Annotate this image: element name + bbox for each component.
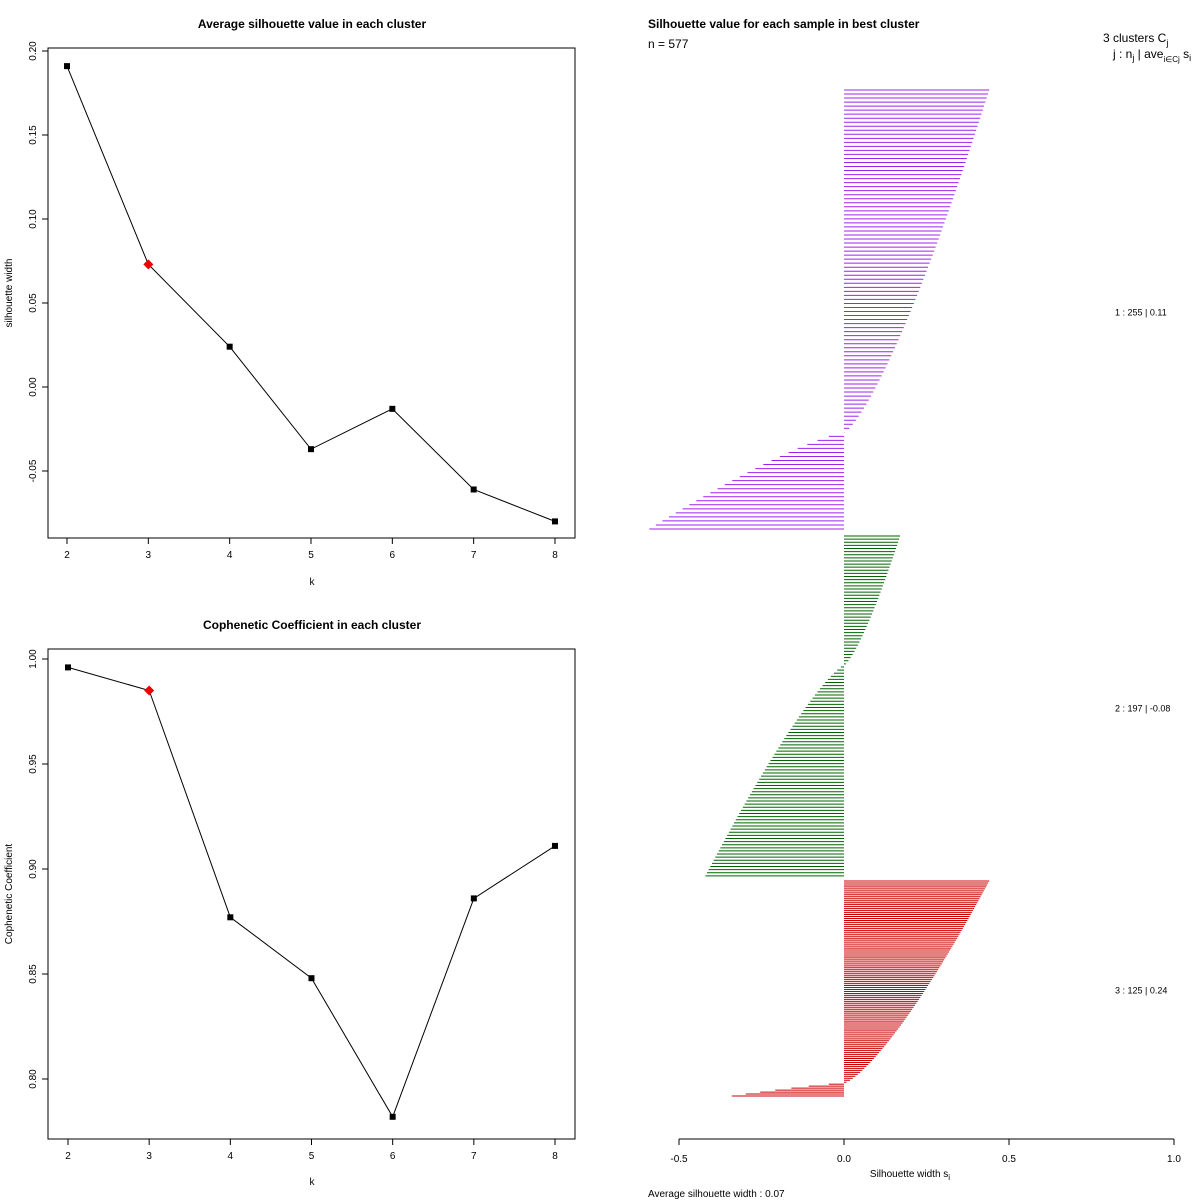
y-tick-label: 0.85 <box>28 964 39 984</box>
legend-subheader-j: j <box>1131 53 1134 63</box>
y-tick-label: 0.95 <box>28 754 39 774</box>
y-tick-label: 0.90 <box>28 859 39 879</box>
avg-silhouette-label: Average silhouette width : 0.07 <box>648 1189 785 1200</box>
x-tick-label: 6 <box>390 1151 396 1162</box>
data-point-highlight <box>144 685 155 696</box>
x-tick-label: 6 <box>390 550 396 561</box>
data-point <box>470 895 477 902</box>
y-tick-label: 0.00 <box>28 377 39 397</box>
data-point <box>227 914 234 921</box>
x-axis-label: k <box>310 1177 316 1188</box>
legend-subheader-text: j : n <box>1112 47 1132 61</box>
panel-cophenetic: Cophenetic Coefficient in each cluster k… <box>4 618 576 1188</box>
x-axis-label-text: Silhouette width s <box>870 1169 948 1180</box>
panel-silhouette-avg: Average silhouette value in each cluster… <box>4 17 576 588</box>
data-point-highlight <box>143 259 154 270</box>
x-tick-label: 5 <box>308 550 314 561</box>
x-tick-label: 3 <box>146 1151 152 1162</box>
x-tick-label: 4 <box>228 1151 234 1162</box>
x-ticks: -0.5 0.0 0.5 1.0 <box>670 1139 1181 1165</box>
x-axis-label: k <box>310 577 316 588</box>
legend-header: 3 clusters Cj <box>1103 31 1168 48</box>
x-tick-label: 8 <box>552 1151 558 1162</box>
cluster-label: 3 : 125 | 0.24 <box>1115 986 1167 996</box>
series-line <box>65 664 558 1120</box>
data-point <box>389 1113 396 1120</box>
x-tick-label: 0.5 <box>1002 1154 1016 1165</box>
cluster-label: 1 : 255 | 0.11 <box>1115 308 1167 318</box>
x-tick-label: 1.0 <box>1167 1154 1181 1165</box>
y-tick-label: -0.05 <box>28 459 39 482</box>
x-axis-label: Silhouette width si <box>870 1169 950 1182</box>
data-point <box>64 63 70 70</box>
chart-title: Average silhouette value in each cluster <box>198 17 427 31</box>
y-tick-label: 0.15 <box>28 125 39 145</box>
legend-subheader: j : nj | avei∈Cj si <box>1112 47 1191 64</box>
n-label: n = 577 <box>648 37 689 51</box>
x-tick-label: 3 <box>146 550 152 561</box>
data-point <box>308 975 315 982</box>
legend-header-text: 3 clusters C <box>1103 31 1167 45</box>
y-tick-label: 0.80 <box>28 1069 39 1089</box>
data-point <box>389 405 396 412</box>
x-tick-label: 7 <box>471 1151 477 1162</box>
y-tick-label: 0.10 <box>28 209 39 229</box>
data-point <box>308 446 314 453</box>
series-polyline <box>66 65 556 522</box>
plot-frame <box>47 648 576 1140</box>
silhouette-bars <box>649 89 990 1097</box>
cluster-labels: 1 : 255 | 0.11 2 : 197 | -0.08 3 : 125 | 0… <box>1115 308 1170 996</box>
series-line <box>64 63 558 525</box>
legend-subheader-i: i <box>1189 53 1191 63</box>
x-ticks: 2 3 4 5 6 7 8 <box>64 538 558 561</box>
x-tick-label: 2 <box>64 550 70 561</box>
y-ticks: -0.05 0.00 0.05 0.10 0.15 0.20 <box>28 41 48 482</box>
legend-subheader-ave: | ave <box>1134 47 1163 61</box>
legend-subheader-ieCj: i∈Cj <box>1163 55 1180 64</box>
x-ticks: 2 3 4 5 6 7 8 <box>65 1139 558 1162</box>
x-tick-label: -0.5 <box>670 1154 688 1165</box>
chart-title: Silhouette value for each sample in best… <box>648 17 920 31</box>
data-point <box>552 518 558 525</box>
legend-subheader-s: s <box>1180 47 1189 61</box>
y-ticks: 0.80 0.85 0.90 0.95 1.00 <box>28 649 48 1089</box>
cluster-label: 2 : 197 | -0.08 <box>1115 704 1170 714</box>
x-tick-label: 8 <box>552 550 558 561</box>
data-point <box>65 664 71 671</box>
x-tick-label: 0.0 <box>837 1154 851 1165</box>
data-point <box>470 486 477 493</box>
series-polyline <box>67 666 556 1118</box>
data-point <box>226 343 233 350</box>
panel-silhouette-samples: Silhouette value for each sample in best… <box>648 17 1191 1200</box>
y-tick-label: 1.00 <box>28 649 39 669</box>
y-axis-label: Cophenetic Coefficient <box>4 844 15 945</box>
y-axis-label: silhouette width <box>4 259 15 328</box>
x-tick-label: 5 <box>309 1151 315 1162</box>
chart-title: Cophenetic Coefficient in each cluster <box>203 618 421 632</box>
x-tick-label: 7 <box>471 550 477 561</box>
data-point <box>552 842 558 849</box>
plot-frame <box>47 47 576 539</box>
y-tick-label: 0.05 <box>28 293 39 313</box>
x-axis-label-sub: i <box>948 1173 950 1182</box>
y-tick-label: 0.20 <box>28 41 39 61</box>
x-tick-label: 2 <box>65 1151 71 1162</box>
x-tick-label: 4 <box>227 550 233 561</box>
legend-header-sub: j <box>1165 38 1168 48</box>
